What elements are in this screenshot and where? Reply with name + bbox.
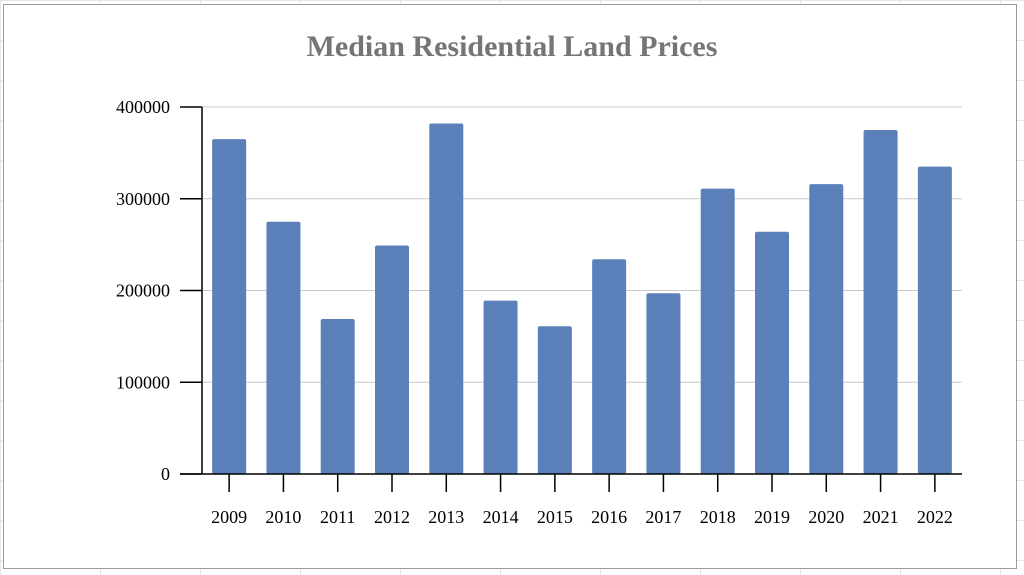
bar-2017[interactable] [646, 293, 681, 474]
x-axis-ticks: 2009 2010 2011 2012 2013 2014 2015 2016 2017 2018… [211, 474, 953, 527]
chart-title: Median Residential Land Prices [306, 30, 718, 63]
x-tick-label: 2012 [374, 507, 410, 527]
bar-2020[interactable] [809, 184, 844, 474]
x-tick-label: 2011 [320, 507, 355, 527]
x-tick-label: 2021 [863, 507, 899, 527]
x-tick-label: 2016 [591, 507, 627, 527]
bars [212, 123, 952, 475]
bar-2022[interactable] [917, 166, 952, 474]
y-tick-label: 200000 [116, 281, 170, 301]
x-tick-label: 2013 [428, 507, 464, 527]
bar-2014[interactable] [483, 300, 518, 474]
bar-2016[interactable] [592, 259, 627, 474]
x-tick-label: 2022 [917, 507, 953, 527]
x-tick-label: 2018 [700, 507, 736, 527]
bar-2009[interactable] [212, 139, 247, 475]
y-tick-label: 300000 [116, 189, 170, 209]
x-tick-label: 2014 [483, 507, 519, 527]
chart-frame[interactable] [3, 4, 1017, 569]
x-tick-label: 2015 [537, 507, 573, 527]
y-axis-ticks: 0 100000 200000 300000 400000 [116, 97, 202, 484]
y-tick-label: 400000 [116, 97, 170, 117]
bar-2015[interactable] [537, 326, 572, 474]
bar-2019[interactable] [755, 231, 789, 474]
x-tick-label: 2010 [265, 507, 301, 527]
x-tick-label: 2017 [645, 507, 681, 527]
bar-2012[interactable] [375, 245, 409, 474]
bar-2011[interactable] [320, 318, 355, 474]
bar-2013[interactable] [429, 123, 464, 474]
bar-2021[interactable] [863, 129, 898, 474]
gridlines [202, 106, 962, 383]
y-tick-label: 100000 [116, 372, 170, 392]
y-tick-label: 0 [161, 464, 170, 484]
x-tick-label: 2009 [211, 507, 247, 527]
bar-2010[interactable] [266, 221, 301, 474]
bar-2018[interactable] [700, 188, 735, 474]
x-tick-label: 2019 [754, 507, 790, 527]
x-tick-label: 2020 [808, 507, 844, 527]
